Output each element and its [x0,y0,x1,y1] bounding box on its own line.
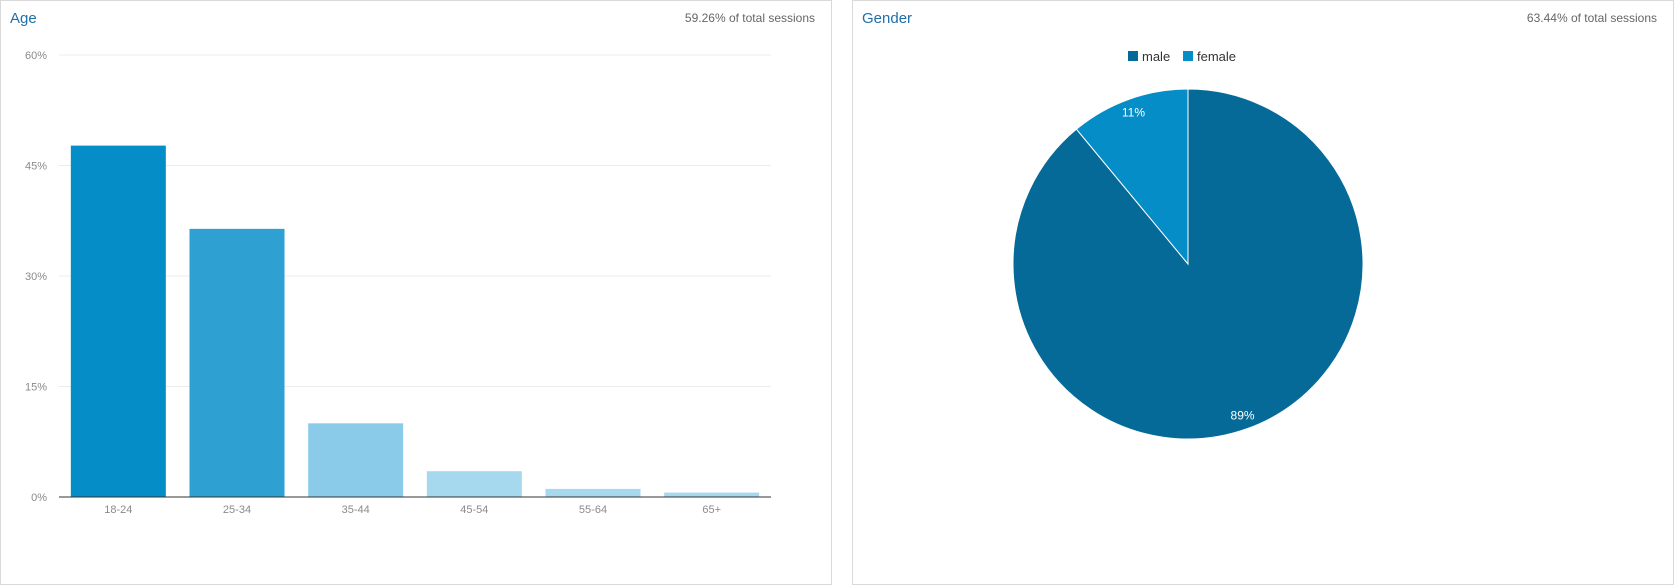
legend-label-female[interactable]: female [1197,49,1236,64]
age-panel: Age 59.26% of total sessions 0% 15% 30% 45%… [0,0,832,585]
x-tick-label: 55-64 [579,504,607,516]
x-tick-label: 18-24 [104,504,132,516]
bar[interactable] [545,488,641,497]
slice-label-female: 11% [1122,106,1145,120]
bar[interactable] [70,145,166,498]
legend-swatch-female[interactable] [1183,51,1193,61]
x-tick-label: 45-54 [460,504,488,516]
gender-pie-chart: male female 89% 11% [1012,49,1364,440]
x-tick-label: 65+ [702,504,721,516]
bar[interactable] [664,492,760,497]
gender-title[interactable]: Gender [862,10,913,27]
y-tick-label: 0% [31,492,47,504]
bar[interactable] [426,471,522,497]
age-title[interactable]: Age [10,10,37,27]
age-sessions-share: 59.26% of total sessions [684,11,815,25]
legend-swatch-male[interactable] [1128,51,1138,61]
gender-panel: Gender 63.44% of total sessions male fema… [852,0,1674,585]
pie-slice-female[interactable] [1075,88,1189,266]
gender-sessions-share: 63.44% of total sessions [1526,11,1657,25]
y-tick-label: 60% [25,50,47,62]
y-tick-label: 15% [25,382,47,394]
legend-label-male[interactable]: male [1142,49,1170,64]
slice-label-male: 89% [1231,408,1255,422]
y-tick-label: 45% [25,161,47,173]
x-tick-label: 35-44 [342,504,370,516]
bar[interactable] [189,228,285,497]
bar[interactable] [308,423,404,497]
x-tick-label: 25-34 [223,504,251,516]
age-bar-chart: 0% 15% 30% 45% 60% 18-24 25-34 35-44 45-54 55-64 6… [25,50,771,516]
y-tick-label: 30% [25,271,47,283]
